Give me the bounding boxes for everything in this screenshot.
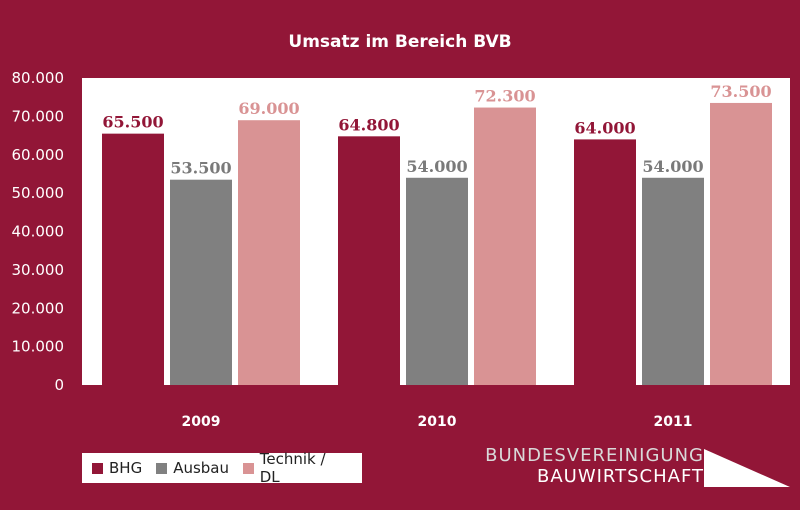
- data-label-ausbau-2011: 54.000: [642, 157, 703, 176]
- bar-technik-2009: [238, 120, 300, 386]
- bars: [102, 102, 772, 386]
- bar-ausbau-2011: [642, 177, 704, 385]
- data-label-technik-2011: 73.500: [710, 82, 771, 101]
- data-label-bhg-2011: 64.000: [574, 118, 635, 137]
- x-tick-label-2009: 2009: [182, 414, 221, 430]
- bar-ausbau-2009: [170, 179, 232, 385]
- logo-text-line2: BAUWIRTSCHAFT: [536, 466, 704, 487]
- y-tick-label: 30.000: [12, 261, 65, 279]
- chart-title: Umsatz im Bereich BVB: [288, 32, 512, 52]
- bar-bhg-2010: [338, 136, 400, 385]
- legend-item-ausbau: Ausbau: [156, 459, 229, 477]
- legend-label-bhg: BHG: [109, 459, 143, 477]
- bar-technik-2010: [474, 107, 536, 385]
- legend-swatch-bhg: [92, 462, 103, 474]
- data-label-bhg-2010: 64.800: [338, 115, 399, 134]
- y-axis-ticks: 0 10.000 20.000 30.000 40.000 50.000 60.000 70.…: [12, 69, 65, 394]
- y-tick-label: 80.000: [12, 69, 65, 87]
- bar-bhg-2011: [574, 139, 636, 385]
- data-label-bhg-2009: 65.500: [102, 113, 163, 132]
- bar-chart: 0 10.000 20.000 30.000 40.000 50.000 60.000 70.…: [12, 69, 790, 430]
- y-tick-label: 40.000: [12, 223, 65, 241]
- y-tick-label: 60.000: [12, 146, 65, 164]
- logo: BUNDESVEREINIGUNG BAUWIRTSCHAFT: [485, 445, 796, 491]
- legend-item-technik: Technik / DL: [243, 450, 348, 486]
- y-tick-label: 70.000: [12, 107, 65, 125]
- legend-label-technik: Technik / DL: [259, 450, 326, 486]
- y-tick-label: 20.000: [12, 299, 65, 317]
- x-tick-label-2010: 2010: [418, 414, 457, 430]
- y-tick-label: 10.000: [12, 338, 65, 356]
- legend-item-bhg: BHG: [92, 459, 142, 477]
- logo-text-line1: BUNDESVEREINIGUNG: [485, 445, 704, 466]
- legend-swatch-technik: [243, 462, 254, 474]
- legend-swatch-ausbau: [156, 462, 168, 474]
- data-labels: 65.500 53.500 69.000 64.800 54.000 72.300 64.0…: [102, 82, 771, 178]
- y-tick-label: 0: [54, 376, 64, 394]
- y-tick-label: 50.000: [12, 184, 65, 202]
- bar-bhg-2009: [102, 133, 164, 385]
- x-tick-label-2011: 2011: [654, 414, 693, 430]
- bar-technik-2011: [710, 102, 772, 385]
- data-label-technik-2009: 69.000: [238, 99, 299, 118]
- data-label-ausbau-2010: 54.000: [406, 157, 467, 176]
- x-axis-ticks: 2009 2010 2011: [182, 414, 693, 430]
- logo-triangle-icon: [704, 449, 790, 487]
- legend-label-ausbau: Ausbau: [173, 459, 230, 477]
- data-label-technik-2010: 72.300: [474, 87, 535, 106]
- data-label-ausbau-2009: 53.500: [170, 159, 231, 178]
- bar-ausbau-2010: [406, 177, 468, 385]
- legend: BHG Ausbau Technik / DL: [82, 450, 362, 486]
